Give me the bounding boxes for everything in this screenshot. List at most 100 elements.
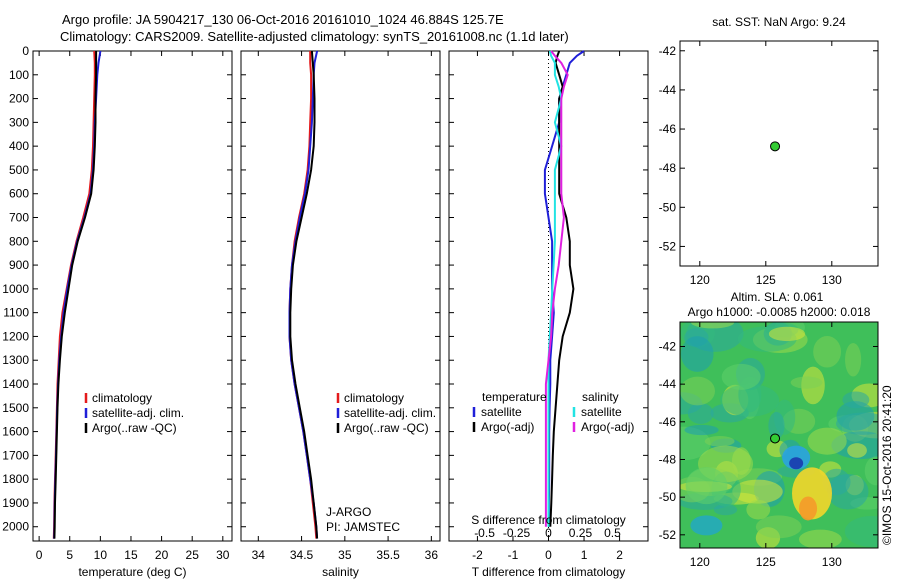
salinity-xtick-label: 36 — [425, 548, 439, 562]
depth-tick-label: 1300 — [2, 353, 29, 367]
depth-tick-label: 1700 — [2, 448, 29, 462]
depth-tick-label: 200 — [9, 92, 29, 106]
sst-map-axes-frame — [679, 40, 879, 267]
temperature-xlabel: temperature (deg C) — [78, 565, 186, 579]
salinity-xtick-label: 34 — [252, 548, 266, 562]
sla-heatmap-blob — [690, 515, 723, 536]
temperature-axes-frame — [32, 50, 233, 542]
salinity-line-satellite — [288, 50, 319, 539]
sla-map-ytick-label: -48 — [659, 452, 677, 466]
sla-heatmap-blob — [684, 424, 719, 436]
difference-xlabel: T difference from climatology — [472, 565, 626, 579]
sla-heatmap-blob — [713, 504, 738, 516]
figure-title-line1: Argo profile: JA 5904217_130 06-Oct-2016… — [62, 12, 504, 27]
depth-tick-label: 1600 — [2, 425, 29, 439]
sst-map-ytick-label: -48 — [659, 161, 677, 175]
sla-heatmap-blob — [864, 456, 878, 486]
sla-heatmap-blob — [732, 479, 783, 504]
temperature-line-argo — [53, 51, 98, 539]
sla-heatmap-blob — [685, 467, 728, 505]
temperature-xtick-label: 30 — [216, 548, 230, 562]
sst-map-xtick-label: 125 — [756, 273, 776, 287]
difference-legend-s-title: salinity — [582, 390, 619, 404]
sla-map-ytick-label: -46 — [659, 415, 677, 429]
difference-xtick-label: 2 — [616, 548, 623, 562]
sla-map-ytick-label: -42 — [659, 339, 677, 353]
depth-tick-label: 800 — [9, 234, 29, 248]
temperature-legend-label: satellite-adj. clim. — [92, 406, 184, 420]
sla-heatmap-blob — [789, 457, 804, 470]
temperature-legend-label: Argo(..raw -QC) — [92, 421, 177, 435]
sla-heatmap-blob — [813, 336, 842, 368]
salinity-xtick-label: 35.5 — [376, 548, 400, 562]
sla-map-xtick-label: 125 — [756, 555, 776, 569]
depth-tick-label: 700 — [9, 211, 29, 225]
salinity-xlabel: salinity — [322, 565, 359, 579]
depth-tick-label: 1800 — [2, 472, 29, 486]
depth-tick-label: 100 — [9, 68, 29, 82]
sla-heatmap-blob — [704, 435, 735, 447]
difference-xtick-label: 1 — [581, 548, 588, 562]
sla-heatmap-blob — [799, 496, 818, 521]
sla-map-title-line1: Altim. SLA: 0.061 — [731, 290, 824, 304]
sst-map-ytick-label: -46 — [659, 122, 677, 136]
sla-map-xtick-label: 130 — [822, 555, 842, 569]
temperature-xtick-label: 0 — [36, 548, 43, 562]
difference-xtick-label: -2 — [472, 548, 483, 562]
difference-s-tick-label: 0.5 — [604, 526, 621, 540]
sla-heatmap-blob — [790, 376, 823, 389]
salinity-legend-label: climatology — [344, 391, 404, 405]
salinity-xtick-label: 34.5 — [290, 548, 314, 562]
sla-heatmap-blob — [690, 322, 735, 329]
sst-map-title: sat. SST: NaN Argo: 9.24 — [712, 15, 846, 29]
sla-heatmap-blob — [845, 342, 862, 377]
difference-s-tick-label: 0 — [545, 526, 552, 540]
depth-tick-label: 400 — [9, 139, 29, 153]
difference-line-sal_satellite — [547, 50, 563, 527]
depth-tick-label: 1500 — [2, 401, 29, 415]
difference-xtick-label: -1 — [508, 548, 519, 562]
sla-heatmap-blob — [680, 336, 714, 372]
sla-heatmap-blob — [844, 516, 878, 547]
depth-tick-label: 1200 — [2, 329, 29, 343]
temperature-xtick-label: 5 — [66, 548, 73, 562]
depth-tick-label: 600 — [9, 187, 29, 201]
sla-heatmap-blob — [807, 427, 847, 455]
float-program-label: J-ARGO — [326, 505, 371, 519]
float-pi-label: PI: JAMSTEC — [326, 520, 400, 534]
difference-s-axis-label: S difference from climatology — [471, 513, 626, 527]
depth-tick-label: 1100 — [3, 306, 29, 320]
figure-title-line2: Climatology: CARS2009. Satellite-adjuste… — [60, 29, 569, 44]
depth-tick-label: 1000 — [2, 282, 29, 296]
salinity-legend-label: Argo(..raw -QC) — [344, 421, 429, 435]
difference-xtick-label: 0 — [545, 548, 552, 562]
sla-heatmap-blob — [746, 499, 771, 520]
depth-tick-label: 300 — [9, 115, 29, 129]
sla-heatmap-blob — [768, 326, 806, 342]
salinity-axes-frame — [240, 50, 441, 542]
difference-legend-t-label: Argo(-adj) — [481, 420, 534, 434]
difference-legend-t-label: satellite — [481, 405, 522, 419]
depth-tick-label: 500 — [9, 163, 29, 177]
depth-tick-label: 1400 — [2, 377, 29, 391]
difference-legend-s-label: Argo(-adj) — [581, 420, 634, 434]
depth-tick-label: 900 — [9, 258, 29, 272]
temperature-legend-label: climatology — [92, 391, 152, 405]
sla-heatmap-blob — [798, 529, 842, 548]
sla-heatmap-blob — [680, 376, 715, 406]
salinity-xtick-label: 35 — [338, 548, 352, 562]
argo-location-marker — [770, 141, 781, 152]
sst-map-xtick-label: 120 — [690, 273, 710, 287]
sla-heatmap-blob — [768, 411, 785, 440]
sla-heatmap-blob — [720, 383, 780, 417]
sla-map-title-line2: Argo h1000: -0.0085 h2000: 0.018 — [688, 305, 871, 319]
sla-heatmap-blob — [687, 403, 714, 424]
difference-line-sal_argo — [544, 50, 569, 527]
sla-heatmap-blob — [827, 473, 869, 510]
salinity-legend-label: satellite-adj. clim. — [344, 406, 436, 420]
sst-map-ytick-label: -52 — [659, 239, 677, 253]
sla-heatmap-blob — [721, 363, 761, 390]
sla-heatmap-blob — [836, 412, 878, 435]
sla-map-ytick-label: -52 — [659, 528, 677, 542]
